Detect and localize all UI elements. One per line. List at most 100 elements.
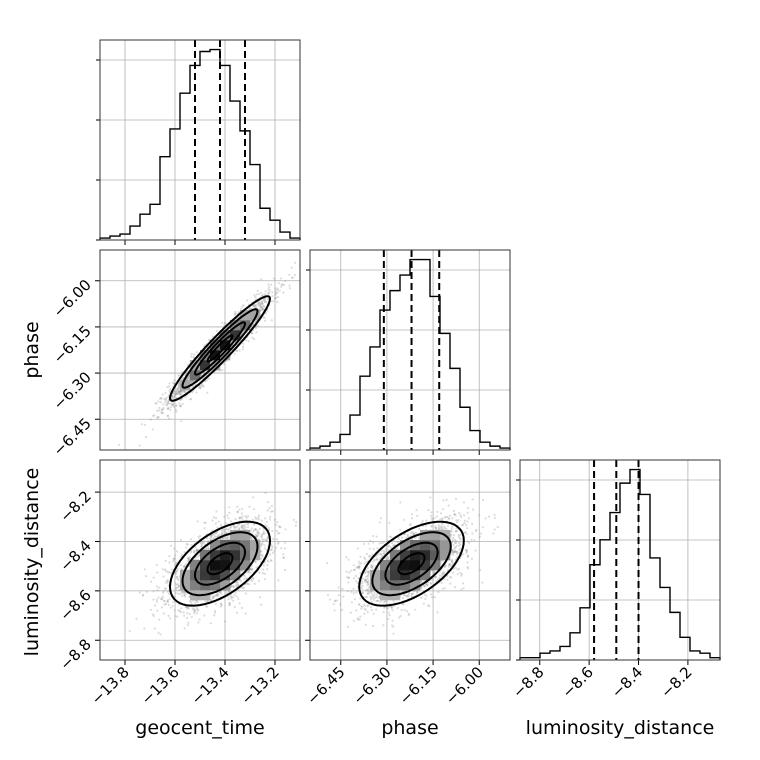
scatter-point [274, 287, 277, 290]
scatter-point [215, 594, 218, 597]
scatter-point [215, 594, 218, 597]
scatter-point [366, 584, 369, 587]
scatter-point [191, 607, 194, 611]
scatter-point [227, 598, 230, 601]
scatter-point [222, 528, 225, 531]
scatter-point [220, 592, 223, 595]
scatter-point [195, 548, 198, 552]
scatter-point [160, 397, 163, 400]
scatter-point [223, 528, 226, 532]
scatter-point [282, 556, 285, 559]
scatter-point [429, 582, 432, 586]
scatter-point [196, 520, 199, 523]
scatter-point [217, 520, 220, 523]
scatter-point [254, 327, 257, 330]
scatter-point [263, 532, 266, 535]
scatter-point [173, 379, 176, 382]
scatter-point [230, 597, 233, 600]
scatter-point [372, 598, 375, 601]
scatter-point [247, 515, 250, 518]
scatter-point [174, 390, 177, 394]
scatter-point [218, 591, 221, 594]
scatter-point [167, 395, 170, 399]
scatter-point [454, 546, 457, 549]
scatter-point [449, 564, 452, 567]
scatter-point [167, 603, 170, 607]
scatter-point [246, 582, 249, 585]
scatter-point [445, 498, 448, 501]
scatter-point [159, 401, 162, 404]
scatter-point [259, 302, 262, 305]
scatter-point [272, 537, 275, 541]
scatter-point [248, 583, 251, 586]
scatter-point [371, 564, 374, 567]
scatter-point [228, 602, 231, 605]
scatter-point [365, 588, 368, 591]
scatter-point [205, 379, 208, 382]
scatter-point [174, 408, 177, 411]
scatter-point [346, 625, 349, 629]
scatter-point [187, 621, 190, 624]
scatter-point [175, 588, 178, 591]
scatter-point [172, 392, 175, 395]
scatter-point [361, 605, 364, 608]
scatter-point [262, 538, 265, 541]
scatter-point [165, 602, 168, 606]
scatter-point [250, 568, 253, 572]
scatter-point [280, 285, 283, 288]
scatter-point [175, 562, 178, 565]
scatter-point [274, 297, 277, 300]
scatter-point [233, 526, 236, 529]
scatter-point [261, 300, 264, 303]
scatter-point [276, 287, 279, 290]
scatter-point [160, 408, 163, 411]
scatter-point [182, 390, 185, 393]
scatter-point [185, 378, 188, 381]
scatter-point [255, 534, 258, 538]
scatter-point [164, 587, 167, 590]
scatter-point [152, 614, 155, 618]
scatter-point [382, 610, 385, 614]
scatter-point [227, 590, 231, 593]
scatter-point [175, 583, 178, 586]
density-cell [240, 530, 251, 541]
scatter-point [143, 568, 146, 571]
density-cell [210, 560, 221, 571]
contour-line [181, 308, 259, 389]
scatter-point [174, 392, 177, 395]
scatter-point [262, 540, 265, 543]
scatter-point [209, 535, 212, 538]
scatter-point [238, 508, 241, 511]
scatter-point [233, 313, 236, 316]
scatter-point [436, 510, 439, 513]
scatter-point [189, 601, 192, 604]
scatter-point [160, 409, 163, 412]
scatter-point [466, 527, 469, 530]
scatter-point [433, 596, 436, 599]
scatter-point [226, 514, 229, 517]
scatter-point [176, 577, 179, 581]
scatter-point [174, 557, 177, 560]
scatter-point [246, 299, 249, 302]
scatter-point [353, 568, 356, 572]
scatter-point [160, 411, 163, 414]
scatter-point [253, 304, 256, 307]
scatter-point [162, 590, 165, 593]
scatter-point [158, 397, 162, 400]
scatter-point [281, 283, 284, 286]
scatter-point [240, 569, 243, 573]
scatter-point [188, 612, 191, 616]
scatter-point [258, 571, 261, 574]
scatter-point [187, 557, 190, 560]
scatter-point [166, 401, 170, 404]
scatter-point [188, 595, 191, 598]
scatter-point [232, 524, 235, 528]
scatter-point [177, 392, 180, 395]
scatter-point [174, 387, 177, 390]
scatter-point [264, 319, 267, 322]
scatter-point [242, 304, 245, 307]
scatter-point [284, 279, 287, 282]
scatter-point [211, 335, 215, 338]
scatter-point [251, 518, 254, 522]
scatter-point [220, 529, 223, 532]
